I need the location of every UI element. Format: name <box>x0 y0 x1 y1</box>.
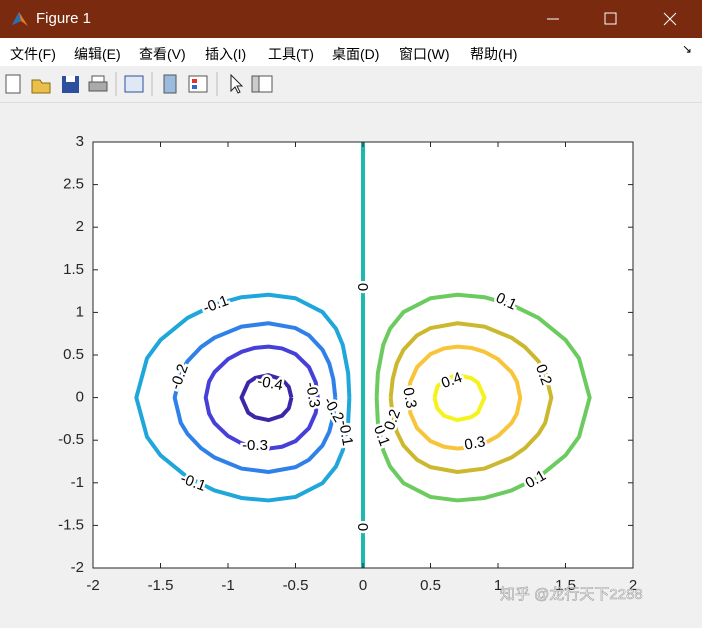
y-tick-label: 0.5 <box>63 346 84 363</box>
y-tick-label: 3 <box>76 133 84 150</box>
contour-line <box>388 321 554 474</box>
contour-label: 0 <box>354 523 371 531</box>
y-tick-label: -1.5 <box>58 516 84 533</box>
menu-item[interactable]: 文件(F) <box>10 46 56 62</box>
toolbar-icons[interactable] <box>0 66 290 102</box>
contour-label: 0 <box>354 283 371 291</box>
menu-item[interactable]: 插入(I) <box>205 46 247 62</box>
x-tick-label: 0 <box>359 577 367 594</box>
window-title: Figure 1 <box>36 10 92 27</box>
y-tick-label: -2 <box>71 559 84 576</box>
x-tick-label: 2 <box>629 577 637 594</box>
x-tick-label: -1 <box>221 577 234 594</box>
x-tick-label: 0.5 <box>420 577 441 594</box>
toolbar <box>0 66 702 103</box>
dock-arrow[interactable]: ↘ <box>682 42 693 56</box>
window-controls[interactable] <box>542 0 702 38</box>
close[interactable] <box>663 12 677 26</box>
contour-line <box>406 344 523 451</box>
y-tick-label: 2.5 <box>63 176 84 193</box>
y-tick-label: -0.5 <box>58 431 84 448</box>
x-tick-label: 1.5 <box>555 577 576 594</box>
x-tick-label: 1 <box>494 577 502 594</box>
y-tick-label: 1.5 <box>63 261 84 278</box>
menu-item[interactable]: 编辑(E) <box>74 46 121 62</box>
menu-item[interactable]: 帮助(H) <box>470 46 518 62</box>
y-tick-label: -1 <box>71 474 84 491</box>
contour-label: -0.3 <box>242 437 268 454</box>
x-tick-label: -2 <box>86 577 99 594</box>
watermark: 知乎 @龙行天下2288 <box>500 586 643 603</box>
contour-label: 0.3 <box>463 433 486 453</box>
app-icon <box>12 12 28 26</box>
contour-line <box>172 321 338 474</box>
title-bar: Figure 1 <box>0 0 702 38</box>
contour-line <box>374 292 592 503</box>
contour-line <box>432 373 487 423</box>
y-tick-label: 1 <box>76 303 84 320</box>
contour-line <box>134 292 352 503</box>
y-tick-label: 2 <box>76 218 84 235</box>
contour-label: 0.3 <box>399 386 419 409</box>
contour-line <box>203 344 320 451</box>
menu-item[interactable]: 窗口(W) <box>399 46 450 62</box>
y-tick-label: 0 <box>76 389 84 406</box>
x-tick-label: -0.5 <box>283 577 309 594</box>
menu-item[interactable]: 桌面(D) <box>332 46 380 62</box>
contour-line <box>239 373 294 423</box>
menu-item[interactable]: 查看(V) <box>139 46 186 62</box>
menu-item[interactable]: 工具(T) <box>268 46 314 62</box>
menu-bar: ↘ 文件(F) 编辑(E) 查看(V) 插入(I) 工具(T) 桌面(D) 窗口(W) 帮助(… <box>0 38 702 66</box>
maximize[interactable] <box>604 12 617 25</box>
chart: -0.1-0.1-0.1-0.2-0.2-0.3-0.3-0.4000.10.1… <box>58 133 643 603</box>
x-tick-label: -1.5 <box>148 577 174 594</box>
